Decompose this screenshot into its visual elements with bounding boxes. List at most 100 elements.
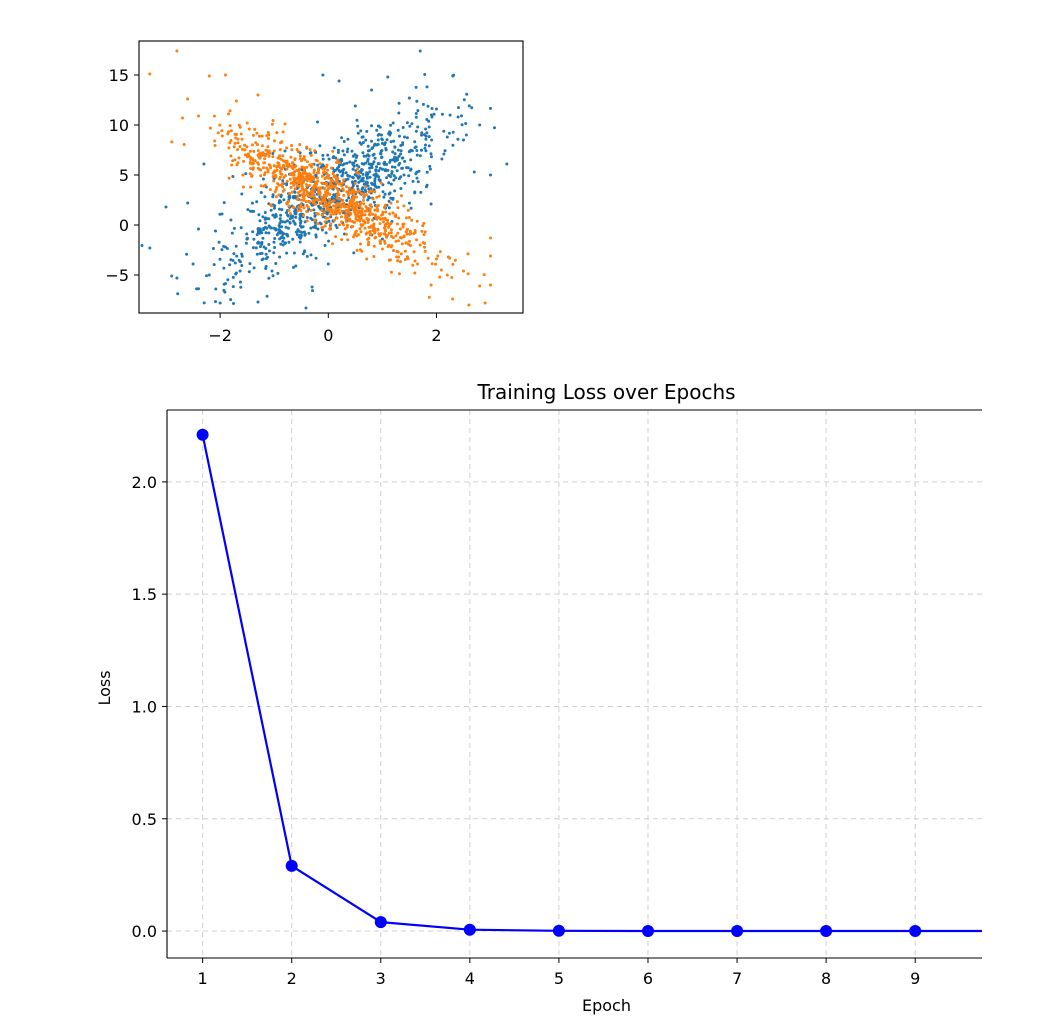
scatter-point-orange: [272, 164, 276, 168]
scatter-point-blue: [191, 262, 195, 266]
scatter-point-orange: [326, 168, 329, 172]
scatter-point-orange: [257, 162, 260, 166]
scatter-point-orange: [337, 182, 341, 186]
scatter-point-blue: [176, 292, 180, 296]
scatter-point-blue: [470, 106, 474, 110]
scatter-point-orange: [410, 218, 414, 222]
scatter-point-blue: [408, 124, 412, 128]
scatter-point-orange: [372, 224, 376, 228]
scatter-point-blue: [281, 179, 285, 183]
scatter-point-orange: [308, 184, 311, 187]
scatter-point-blue: [478, 123, 482, 127]
scatter-point-blue: [411, 179, 415, 183]
loss-point: [998, 925, 1010, 937]
scatter-point-blue: [284, 225, 288, 229]
scatter-point-orange: [278, 154, 282, 158]
loss-point: [285, 859, 298, 872]
scatter-point-blue: [340, 174, 344, 178]
scatter-point-blue: [365, 174, 369, 178]
scatter-point-orange: [229, 139, 233, 142]
scatter-point-orange: [413, 271, 417, 275]
scatter-point-blue: [207, 273, 211, 277]
scatter-point-orange: [306, 194, 310, 198]
scatter-point-orange: [426, 256, 430, 260]
scatter-point-blue: [405, 136, 409, 140]
scatter-point-orange: [267, 154, 271, 158]
scatter-point-orange: [325, 172, 329, 176]
scatter-point-orange: [387, 258, 391, 262]
scatter-point-blue: [375, 165, 379, 169]
scatter-point-orange: [482, 273, 486, 277]
scatter-point-orange: [378, 222, 382, 226]
scatter-point-orange: [367, 225, 371, 229]
scatter-point-blue: [278, 237, 282, 241]
scatter-point-blue: [403, 181, 407, 185]
scatter-point-blue: [399, 152, 403, 156]
scatter-y-tick-label: 10: [109, 116, 129, 135]
scatter-point-blue: [326, 153, 330, 157]
scatter-point-orange: [300, 184, 304, 188]
scatter-point-orange: [312, 168, 316, 172]
scatter-point-orange: [236, 148, 240, 152]
scatter-point-blue: [376, 124, 380, 128]
loss-y-tick-label: 0.0: [132, 922, 157, 941]
scatter-point-orange: [148, 72, 152, 76]
scatter-point-orange: [274, 175, 278, 179]
scatter-point-blue: [425, 183, 429, 187]
scatter-point-orange: [489, 254, 492, 258]
scatter-point-orange: [272, 179, 276, 183]
scatter-point-orange: [345, 223, 349, 227]
scatter-point-orange: [290, 148, 294, 152]
scatter-x-tick-label: 2: [431, 326, 441, 345]
scatter-point-orange: [230, 163, 234, 167]
scatter-point-blue: [258, 245, 262, 249]
scatter-point-orange: [266, 145, 270, 149]
scatter-point-orange: [256, 149, 260, 153]
loss-y-axis-label: Loss: [95, 670, 114, 705]
scatter-point-blue: [399, 187, 403, 190]
scatter-point-orange: [342, 202, 346, 205]
scatter-point-orange: [246, 152, 250, 156]
scatter-point-blue: [238, 269, 242, 273]
scatter-point-blue: [197, 227, 200, 231]
scatter-point-blue: [389, 182, 393, 186]
scatter-point-orange: [298, 154, 302, 158]
scatter-point-orange: [182, 143, 186, 146]
scatter-point-orange: [371, 197, 375, 201]
scatter-point-blue: [426, 104, 430, 108]
scatter-point-orange: [289, 186, 293, 189]
scatter-point-blue: [414, 145, 418, 149]
scatter-point-blue: [230, 231, 234, 235]
scatter-point-orange: [314, 158, 318, 162]
scatter-point-orange: [342, 205, 346, 209]
scatter-point-orange: [376, 216, 380, 219]
scatter-point-orange: [360, 207, 364, 211]
scatter-point-blue: [395, 169, 399, 173]
scatter-point-blue: [235, 254, 239, 258]
scatter-point-blue: [348, 174, 352, 178]
scatter-point-blue: [351, 167, 355, 171]
scatter-point-orange: [302, 166, 306, 170]
scatter-point-orange: [453, 258, 457, 262]
scatter-point-orange: [427, 295, 431, 299]
scatter-point-blue: [467, 104, 471, 108]
scatter-point-orange: [334, 235, 338, 239]
scatter-point-blue: [272, 240, 276, 244]
scatter-point-orange: [358, 219, 362, 223]
scatter-point-orange: [323, 220, 327, 224]
scatter-point-orange: [384, 210, 388, 214]
scatter-point-blue: [366, 159, 370, 163]
scatter-point-orange: [326, 208, 330, 212]
scatter-point-orange: [423, 245, 426, 249]
scatter-point-blue: [376, 138, 380, 142]
scatter-point-orange: [368, 213, 372, 217]
scatter-point-blue: [462, 98, 466, 102]
scatter-point-blue: [388, 160, 392, 164]
scatter-point-orange: [359, 242, 362, 246]
scatter-point-blue: [229, 298, 233, 302]
scatter-point-blue: [245, 237, 249, 241]
scatter-point-orange: [304, 175, 308, 179]
scatter-point-blue: [321, 73, 325, 77]
scatter-point-orange: [324, 165, 328, 169]
